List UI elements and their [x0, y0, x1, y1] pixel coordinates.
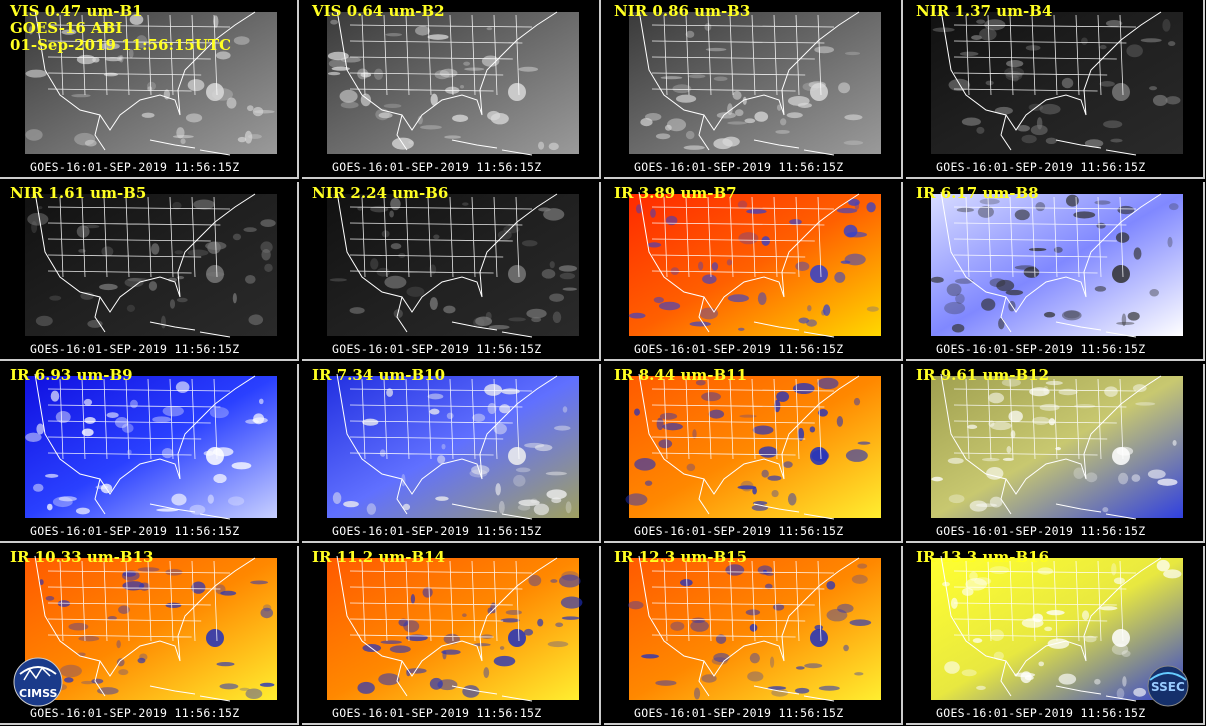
satellite-image [931, 555, 1184, 702]
panel-timestamp: GOES-16:01-SEP-2019 11:56:15Z [936, 160, 1146, 174]
satellite-panel: IR 8.44 um-B11 GOES-16:01-SEP-2019 11:56:… [604, 364, 903, 543]
panel-timestamp: GOES-16:01-SEP-2019 11:56:15Z [30, 524, 240, 538]
satellite-image [25, 373, 277, 520]
band-label: IR 7.34 um-B10 [312, 366, 446, 384]
band-label: IR 12.3 um-B15 [614, 548, 748, 566]
panel-timestamp: GOES-16:01-SEP-2019 11:56:15Z [936, 524, 1146, 538]
datetime-label: 01-Sep-2019 11:56:15UTC [10, 36, 232, 54]
band-label: IR 13.3 um-B16 [916, 548, 1050, 566]
ssec-logo-text: SSEC [1151, 680, 1185, 694]
satellite-panel: NIR 0.86 um-B3 GOES-16:01-SEP-2019 11:56:… [604, 0, 903, 179]
satellite-image [625, 373, 881, 520]
satellite-image [931, 9, 1183, 156]
band-label: IR 9.61 um-B12 [916, 366, 1050, 384]
satellite-image [629, 9, 881, 156]
panel-timestamp: GOES-16:01-SEP-2019 11:56:15Z [936, 706, 1146, 720]
band-label: VIS 0.64 um-B2 [312, 2, 445, 20]
panel-timestamp: GOES-16:01-SEP-2019 11:56:15Z [936, 342, 1146, 356]
band-label: NIR 0.86 um-B3 [614, 2, 751, 20]
satellite-label: GOES-16 ABI [10, 19, 123, 37]
cimss-logo-text: CIMSS [19, 687, 58, 700]
satellite-panel: IR 12.3 um-B15 GOES-16:01-SEP-2019 11:56:… [604, 546, 903, 725]
panel-timestamp: GOES-16:01-SEP-2019 11:56:15Z [332, 706, 542, 720]
satellite-panel: VIS 0.47 um-B1 GOES-16:01-SEP-2019 11:56:… [0, 0, 299, 179]
band-label: VIS 0.47 um-B1 [10, 2, 143, 20]
panel-timestamp: GOES-16:01-SEP-2019 11:56:15Z [332, 160, 542, 174]
satellite-panel: IR 11.2 um-B14 GOES-16:01-SEP-2019 11:56:… [302, 546, 601, 725]
satellite-panel: IR 7.34 um-B10 GOES-16:01-SEP-2019 11:56:… [302, 364, 601, 543]
band-label: IR 8.44 um-B11 [614, 366, 748, 384]
satellite-panel: IR 9.61 um-B12 GOES-16:01-SEP-2019 11:56:… [906, 364, 1205, 543]
band-label: IR 3.89 um-B7 [614, 184, 737, 202]
satellite-image [327, 373, 579, 520]
panel-timestamp: GOES-16:01-SEP-2019 11:56:15Z [634, 706, 844, 720]
band-label: NIR 2.24 um-B6 [312, 184, 449, 202]
satellite-panel: IR 3.89 um-B7 GOES-16:01-SEP-2019 11:56:1… [604, 182, 903, 361]
satellite-image [627, 555, 881, 702]
satellite-image [930, 191, 1183, 338]
satellite-image [25, 191, 277, 338]
satellite-panel: NIR 1.61 um-B5 GOES-16:01-SEP-2019 11:56:… [0, 182, 299, 361]
satellite-image [327, 9, 579, 156]
satellite-image [931, 373, 1183, 520]
panel-timestamp: GOES-16:01-SEP-2019 11:56:15Z [332, 342, 542, 356]
satellite-panel: NIR 2.24 um-B6 GOES-16:01-SEP-2019 11:56:… [302, 182, 601, 361]
panel-timestamp: GOES-16:01-SEP-2019 11:56:15Z [30, 160, 240, 174]
ssec-logo: SSEC [1142, 664, 1194, 708]
panel-timestamp: GOES-16:01-SEP-2019 11:56:15Z [634, 524, 844, 538]
cimss-logo: CIMSS [10, 656, 66, 708]
band-label: NIR 1.61 um-B5 [10, 184, 147, 202]
satellite-panel: IR 6.93 um-B9 GOES-16:01-SEP-2019 11:56:1… [0, 364, 299, 543]
panel-timestamp: GOES-16:01-SEP-2019 11:56:15Z [30, 342, 240, 356]
band-label: IR 11.2 um-B14 [312, 548, 446, 566]
band-label: IR 10.33 um-B13 [10, 548, 154, 566]
satellite-panel: IR 10.33 um-B13 GOES-16:01-SEP-2019 11:56… [0, 546, 299, 725]
satellite-panel: NIR 1.37 um-B4 GOES-16:01-SEP-2019 11:56:… [906, 0, 1205, 179]
band-label: NIR 1.37 um-B4 [916, 2, 1053, 20]
panel-timestamp: GOES-16:01-SEP-2019 11:56:15Z [30, 706, 240, 720]
satellite-image [327, 555, 583, 702]
satellite-image [25, 9, 277, 156]
band-label: IR 6.93 um-B9 [10, 366, 133, 384]
band-label: IR 6.17 um-B8 [916, 184, 1039, 202]
panel-timestamp: GOES-16:01-SEP-2019 11:56:15Z [634, 342, 844, 356]
satellite-image [628, 191, 881, 338]
panel-timestamp: GOES-16:01-SEP-2019 11:56:15Z [634, 160, 844, 174]
satellite-panel: IR 6.17 um-B8 GOES-16:01-SEP-2019 11:56:1… [906, 182, 1205, 361]
panel-timestamp: GOES-16:01-SEP-2019 11:56:15Z [332, 524, 542, 538]
satellite-panel: VIS 0.64 um-B2 GOES-16:01-SEP-2019 11:56:… [302, 0, 601, 179]
satellite-image [25, 555, 277, 702]
satellite-image [327, 191, 579, 338]
